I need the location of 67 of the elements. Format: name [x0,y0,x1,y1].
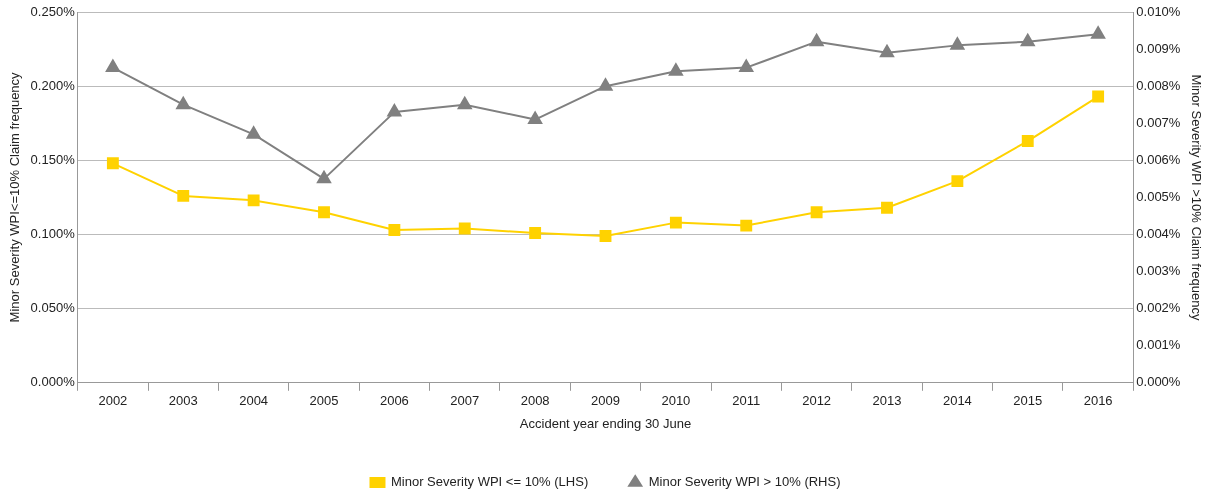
x-tick-label: 2014 [942,393,972,409]
x-tick-label: 2006 [379,393,409,409]
y2-tick-label: 0.009% [1136,40,1181,56]
point [177,189,190,202]
point [809,33,824,47]
point [106,157,119,170]
x-tick-label: 2004 [239,393,269,409]
x-axis-title: Accident year ending 30 June [519,415,692,431]
y-tick-label: 0.000% [30,374,76,390]
x-tick-label: 2016 [1083,393,1113,409]
point [247,194,260,207]
point [1020,33,1035,47]
point [1091,26,1106,39]
y-tick-label: 0.100% [30,226,76,242]
point [457,96,472,110]
legend-label: Minor Severity WPI > 10% (RHS) [648,474,841,490]
y2-tick-label: 0.010% [1136,3,1181,19]
y2-tick-label: 0.008% [1136,77,1181,93]
y-axis-title: Minor Severity WPI<=10% Claim frequency [7,71,23,323]
x-tick-label: 2012 [802,393,832,409]
legend-label: Minor Severity WPI <= 10% (LHS) [390,474,589,490]
point [740,219,753,232]
point [528,111,543,125]
x-tick-label: 2007 [450,393,480,409]
point [599,230,612,242]
x-tick-label: 2005 [309,393,339,409]
y2-tick-label: 0.002% [1136,300,1181,316]
point [668,63,683,76]
y2-tick-label: 0.000% [1136,374,1181,390]
x-tick-label: 2002 [98,393,128,409]
y-tick-label: 0.150% [30,151,76,167]
point [879,44,895,58]
point [318,206,330,219]
x-tick-label: 2008 [520,393,550,409]
y2-axis-title: Minor Severity WPI >10% Claim frequency [1188,74,1204,321]
point [951,175,964,188]
point [1092,90,1105,103]
y2-tick-label: 0.005% [1136,188,1181,204]
point [387,104,402,117]
y-tick-label: 0.250% [30,3,76,19]
point [881,201,893,214]
point [598,78,613,91]
point [669,216,682,229]
point [388,224,401,236]
x-tick-label: 2011 [732,393,761,409]
point [950,37,965,50]
y2-tick-label: 0.004% [1136,226,1181,242]
point [529,227,542,239]
x-tick-label: 2003 [168,393,198,409]
x-tick-label: 2015 [1013,393,1043,409]
x-tick-label: 2010 [661,393,691,409]
point [1021,135,1034,147]
y2-tick-label: 0.007% [1136,114,1181,130]
point [246,126,261,139]
y-tick-label: 0.200% [30,77,76,93]
point [316,170,332,184]
point [739,59,754,73]
point [176,96,191,110]
y2-tick-label: 0.003% [1136,263,1181,279]
point [458,222,471,235]
x-tick-label: 2013 [872,393,902,409]
x-tick-label: 2009 [591,393,620,409]
y2-tick-label: 0.006% [1136,151,1181,167]
y2-tick-label: 0.001% [1136,337,1181,353]
point [810,206,823,219]
point [105,59,120,73]
y-tick-label: 0.050% [30,300,76,316]
